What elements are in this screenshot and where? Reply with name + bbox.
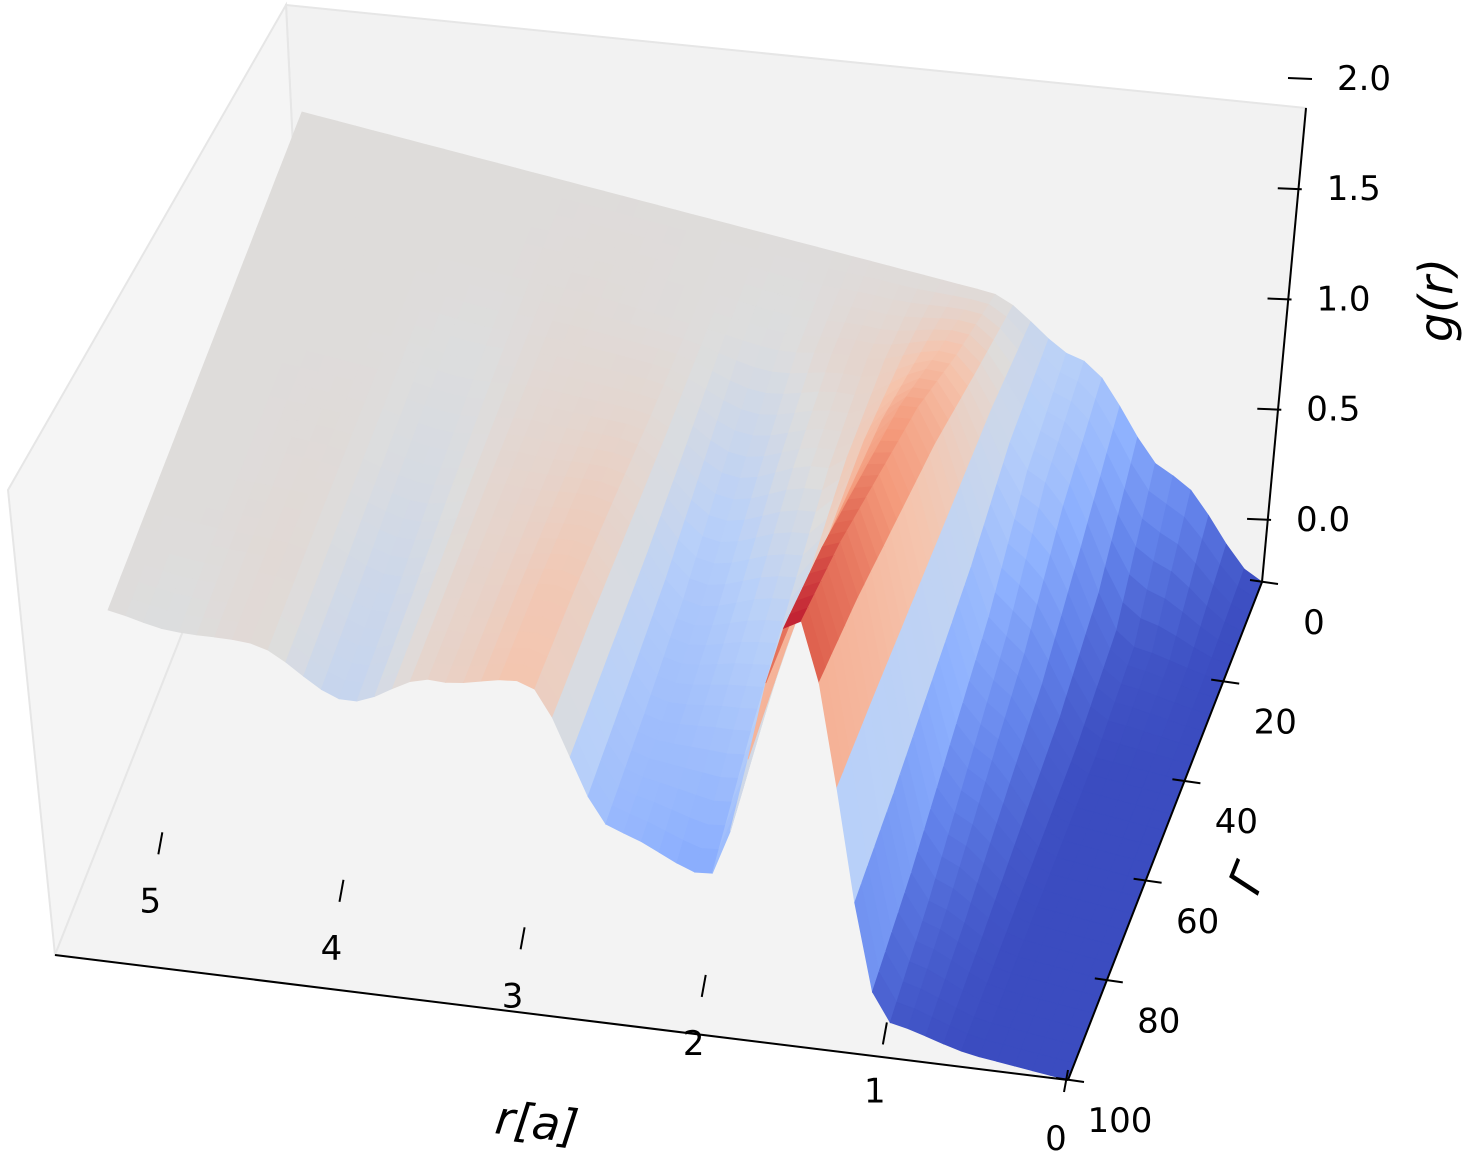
x-tick-mark (1063, 1069, 1069, 1093)
x-tick-mark (700, 974, 707, 998)
y-tick-label: 80 (1137, 1001, 1180, 1041)
z-tick-mark (1257, 407, 1282, 411)
z-tick-mark (1247, 517, 1272, 521)
y-tick-mark (1133, 877, 1162, 884)
z-tick-label: 1.5 (1327, 169, 1381, 209)
y-tick-label: 40 (1215, 802, 1258, 842)
x-tick-label: 4 (321, 929, 343, 969)
x-tick-mark (519, 927, 526, 950)
y-tick-mark (1249, 579, 1279, 585)
y-tick-label: 0 (1303, 603, 1325, 643)
x-tick-mark (338, 879, 345, 902)
z-tick-label: 0.0 (1296, 500, 1350, 540)
z-axis-title: g(r) (1409, 258, 1463, 342)
y-tick-label: 60 (1176, 902, 1219, 942)
x-tick-mark (881, 1022, 888, 1045)
z-tick-mark (1267, 297, 1292, 301)
x-axis-title: r[a] (492, 1090, 581, 1152)
x-tick-label: 1 (864, 1071, 886, 1111)
z-axis-line (1261, 107, 1307, 583)
y-tick-label: 20 (1254, 703, 1297, 743)
x-tick-mark (157, 832, 164, 855)
x-tick-label: 0 (1045, 1119, 1067, 1152)
surface-mesh (107, 111, 1263, 1081)
z-tick-label: 2.0 (1337, 59, 1391, 99)
y-axis-title: Γ (1217, 854, 1278, 901)
y-tick-label: 100 (1088, 1101, 1153, 1141)
y-axis-line (1067, 581, 1263, 1081)
y-tick-mark (1211, 678, 1240, 685)
y-tick-mark (1055, 1077, 1085, 1083)
y-tick-mark (1172, 778, 1201, 785)
y-tick-mark (1094, 977, 1123, 984)
x-axis-ticks: 0 1 2 3 4 5 (140, 832, 1069, 1152)
x-tick-label: 2 (683, 1024, 705, 1064)
x-tick-label: 5 (140, 881, 162, 921)
x-tick-label: 3 (502, 976, 524, 1016)
z-tick-mark (1287, 77, 1313, 80)
x-axis-line (54, 954, 1069, 1081)
y-axis-ticks: 0 20 40 60 80 100 (1055, 579, 1325, 1141)
z-axis-ticks: 0.0 0.5 1.0 1.5 2.0 (1247, 59, 1391, 540)
z-tick-label: 1.0 (1316, 279, 1370, 319)
z-tick-label: 0.5 (1306, 390, 1360, 430)
z-tick-mark (1277, 187, 1302, 191)
